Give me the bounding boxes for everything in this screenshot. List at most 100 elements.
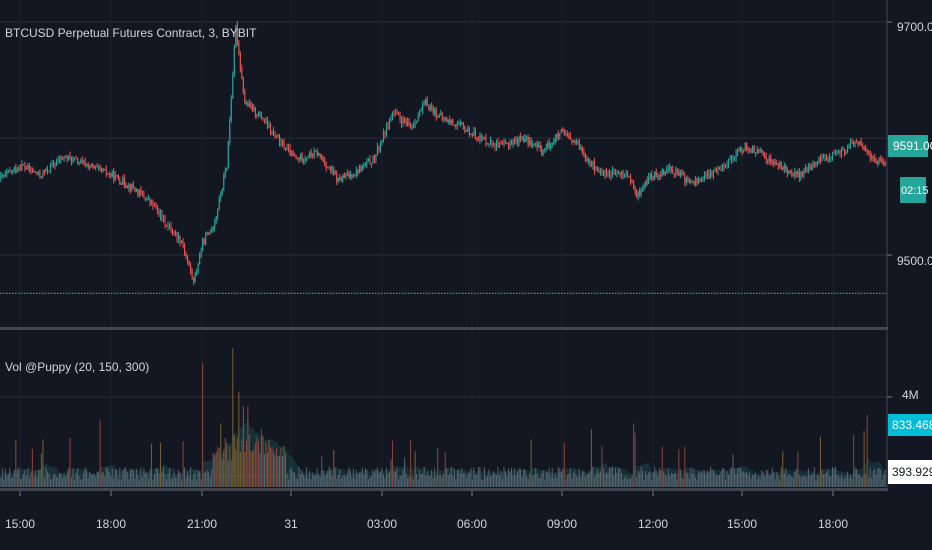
candle-body: [239, 53, 241, 69]
candle-body: [24, 165, 26, 168]
candle-body: [767, 159, 769, 161]
volume-bar: [737, 468, 739, 487]
candle-body: [1, 175, 3, 177]
candle-body: [821, 157, 823, 162]
candle-body: [464, 125, 466, 132]
volume-bar: [550, 477, 552, 487]
candle-body: [842, 149, 844, 151]
volume-bar: [616, 472, 618, 487]
candle-body: [726, 163, 728, 166]
volume-bar: [729, 468, 731, 487]
volume-bar: [200, 479, 202, 487]
volume-bar: [138, 479, 140, 487]
volume-bar: [385, 467, 388, 487]
candle-body: [449, 119, 451, 123]
candle-body: [15, 168, 17, 172]
candle-body: [330, 166, 332, 171]
volume-bar: [230, 460, 232, 487]
volume-bar: [471, 479, 473, 487]
candle-body: [553, 142, 555, 144]
candle-body: [185, 252, 187, 257]
candle-body: [354, 174, 356, 177]
volume-bar: [260, 429, 262, 487]
candle-body: [113, 171, 115, 181]
countdown-label: 02:15: [901, 185, 929, 197]
volume-bar: [62, 478, 64, 487]
candle-body: [554, 137, 556, 143]
candle-body: [419, 110, 421, 116]
volume-bar: [4, 469, 6, 487]
candle-body: [578, 142, 580, 150]
volume-bar: [248, 434, 250, 487]
volume-bar: [227, 460, 229, 487]
volume-bar: [794, 471, 796, 487]
volume-bar: [319, 476, 321, 487]
volume-bar: [706, 470, 708, 487]
price-axis[interactable]: [888, 0, 932, 492]
candle-body: [45, 167, 47, 172]
time-axis[interactable]: 15:00 18:00 21:00 31 03:00 06:00 09:00 1…: [5, 517, 848, 531]
candle-body: [233, 47, 235, 76]
volume-bar: [642, 470, 644, 487]
candle-body: [717, 166, 719, 173]
candle-body: [242, 77, 244, 93]
candle-body: [39, 171, 41, 177]
candle-body: [191, 271, 193, 278]
volume-bar: [601, 446, 603, 487]
candle-body: [818, 156, 820, 162]
volume-bar: [57, 477, 59, 487]
volume-bar: [74, 479, 76, 487]
candle-body: [605, 170, 608, 176]
candle-body: [441, 114, 443, 119]
volume-bar: [685, 472, 687, 487]
candle-body: [196, 271, 198, 274]
candle-body: [176, 232, 178, 240]
volume-bar: [584, 476, 586, 487]
volume-bar: [226, 442, 228, 487]
volume-bar: [168, 468, 171, 487]
candle-body: [379, 143, 381, 150]
volume-bar: [170, 478, 172, 487]
volume-bar: [523, 469, 525, 487]
volume-bars[interactable]: [0, 348, 886, 487]
candle-body: [844, 149, 846, 154]
candle-body: [414, 123, 416, 125]
candle-body: [838, 150, 840, 152]
candle-body: [673, 173, 675, 175]
volume-bar: [96, 471, 98, 487]
candle-body: [254, 107, 256, 115]
candle-body: [245, 102, 247, 104]
candle-body: [657, 176, 659, 178]
candle-body: [277, 135, 279, 138]
candle-body: [289, 148, 291, 156]
candle-body: [598, 168, 600, 174]
volume-bar: [691, 473, 693, 487]
volume-bar: [714, 473, 716, 487]
candle-body: [149, 198, 151, 203]
price-candles[interactable]: [0, 20, 886, 285]
volume-bar: [465, 477, 467, 487]
volume-bar: [663, 471, 665, 487]
volume-bar: [670, 472, 672, 487]
candle-body: [538, 145, 540, 148]
volume-bar: [847, 471, 849, 487]
volume-bar: [776, 472, 778, 487]
volume-bar: [280, 448, 282, 487]
candle-body: [712, 170, 714, 176]
volume-bar: [717, 474, 719, 487]
volume-bar: [266, 452, 268, 487]
candle-body: [271, 130, 273, 132]
pane-separator[interactable]: [0, 327, 932, 330]
volume-bar: [605, 472, 608, 487]
volume-bar: [639, 472, 641, 487]
candle-body: [819, 156, 821, 162]
volume-bar: [456, 470, 458, 487]
candle-body: [863, 146, 865, 149]
volume-bar: [738, 467, 740, 487]
candle-body: [459, 122, 461, 125]
candle-body: [232, 75, 234, 99]
volume-bar: [441, 478, 443, 487]
candle-body: [65, 155, 67, 157]
